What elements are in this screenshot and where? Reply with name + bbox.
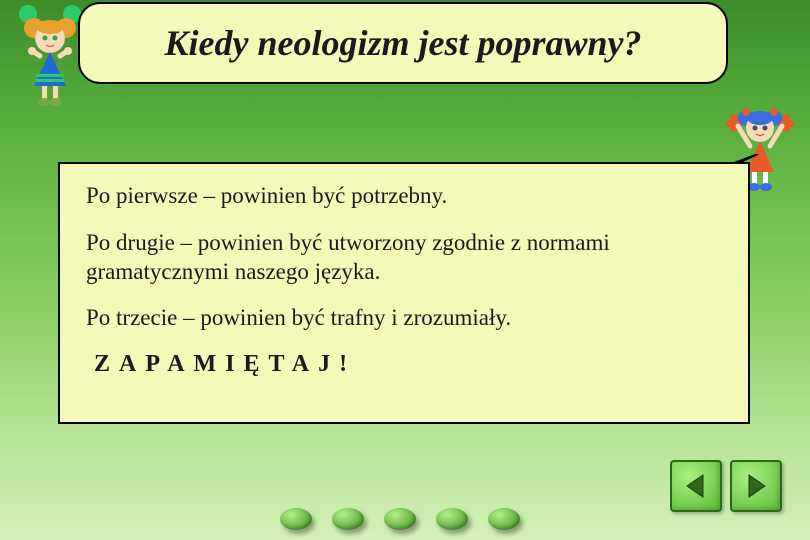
- prev-button[interactable]: [670, 460, 722, 512]
- nav-buttons: [670, 460, 782, 512]
- title-box: Kiedy neologizm jest poprawny?: [78, 2, 728, 84]
- point-1: Po pierwsze – powinien być potrzebny.: [86, 182, 726, 211]
- character-left: [14, 4, 86, 109]
- next-button[interactable]: [730, 460, 782, 512]
- dot: [384, 508, 416, 530]
- title-text: Kiedy neologizm jest poprawny?: [165, 22, 642, 64]
- arrow-right-icon: [741, 471, 771, 501]
- dot: [436, 508, 468, 530]
- point-2: Po drugie – powinien być utworzony zgodn…: [86, 229, 726, 287]
- dot: [332, 508, 364, 530]
- arrow-left-icon: [681, 471, 711, 501]
- decorative-dots: [280, 508, 520, 530]
- remember-text: ZAPAMIĘTAJ!: [94, 351, 726, 378]
- dot: [488, 508, 520, 530]
- point-3: Po trzecie – powinien być trafny i zrozu…: [86, 304, 726, 333]
- content-box: Po pierwsze – powinien być potrzebny. Po…: [58, 162, 750, 424]
- dot: [280, 508, 312, 530]
